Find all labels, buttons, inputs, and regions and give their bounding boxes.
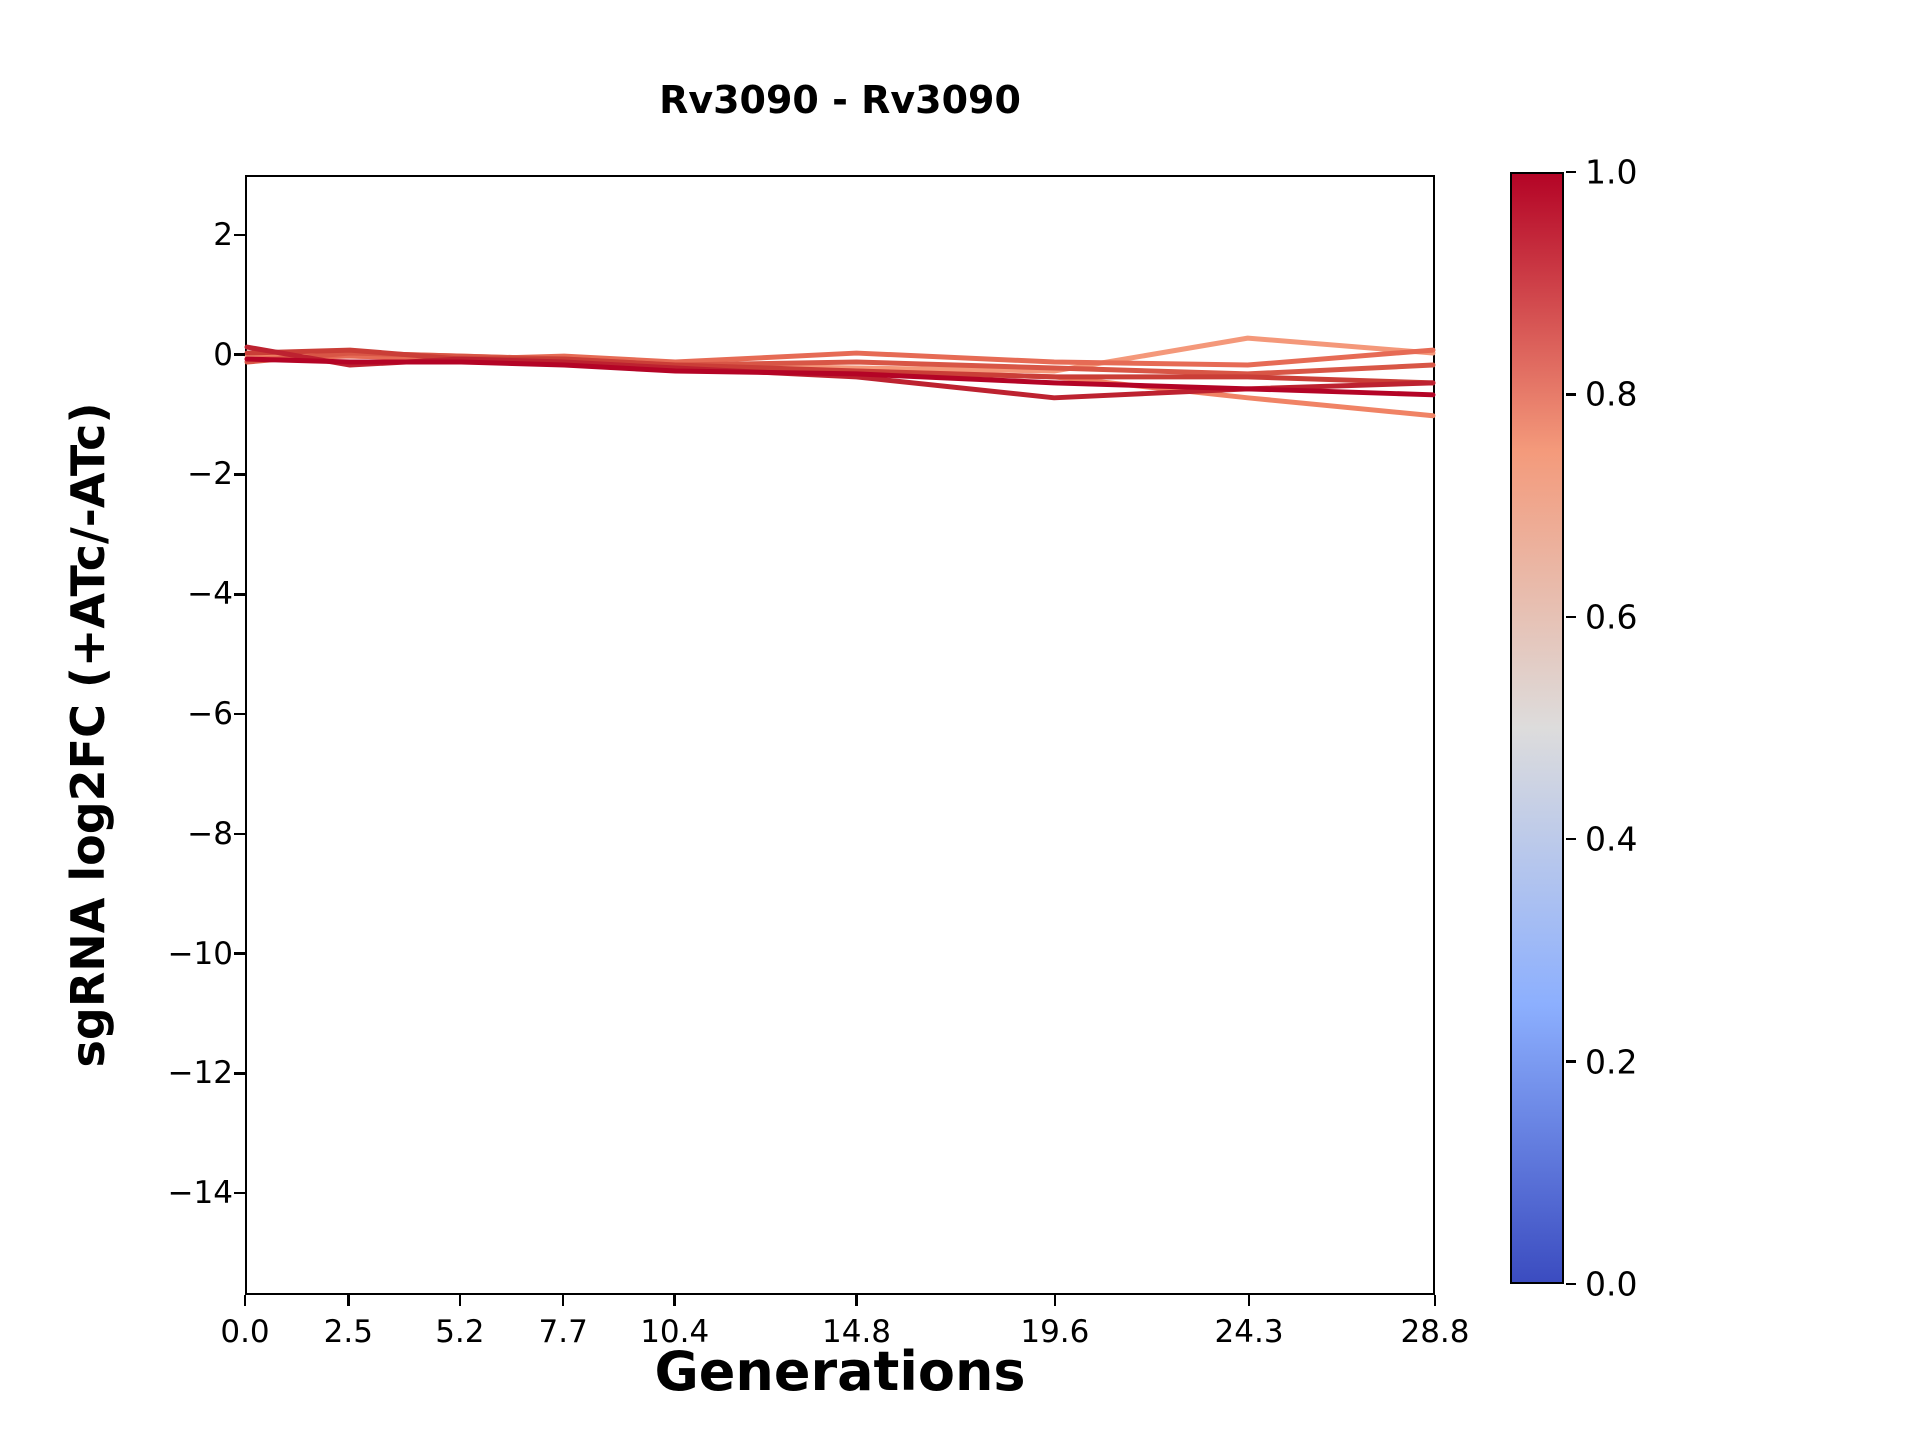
y-axis-label: sgRNA log2FC (+ATc/-ATc) <box>61 402 115 1068</box>
y-tick-label: −2 <box>187 456 233 493</box>
series-line-4 <box>244 347 1436 386</box>
x-tick-mark <box>855 1295 858 1306</box>
x-tick-label: 24.3 <box>1214 1314 1284 1350</box>
x-tick-label: 2.5 <box>323 1314 373 1350</box>
x-tick-label: 10.4 <box>640 1314 710 1350</box>
y-tick-mark <box>234 712 245 716</box>
y-tick-mark <box>234 1191 245 1195</box>
series-line-6 <box>244 356 1436 398</box>
colorbar-tick-mark <box>1566 837 1576 841</box>
colorbar-tick-label: 0.8 <box>1585 374 1638 414</box>
x-tick-mark <box>561 1295 565 1306</box>
colorbar-tick-mark <box>1566 1282 1576 1286</box>
x-tick-label: 19.6 <box>1020 1314 1090 1350</box>
colorbar-tick-label: 0.6 <box>1585 597 1638 637</box>
y-tick-label: −8 <box>187 815 233 852</box>
y-tick-label: −4 <box>187 576 233 613</box>
y-tick-label: −14 <box>167 1175 233 1212</box>
x-tick-label: 5.2 <box>435 1314 485 1350</box>
colorbar <box>1510 172 1564 1284</box>
y-tick-label: 0 <box>213 336 233 373</box>
y-tick-mark <box>234 952 245 955</box>
colorbar-tick-mark <box>1566 1060 1576 1063</box>
y-tick-mark <box>234 832 245 836</box>
y-tick-mark <box>234 233 245 237</box>
x-tick-mark <box>1247 1295 1251 1306</box>
colorbar-tick-mark <box>1566 393 1576 396</box>
x-tick-mark <box>458 1295 462 1306</box>
x-tick-label: 7.7 <box>538 1314 588 1350</box>
colorbar-tick-label: 0.4 <box>1585 819 1638 859</box>
colorbar-tick-mark <box>1566 170 1576 174</box>
y-tick-label: −12 <box>167 1055 233 1092</box>
x-tick-label: 28.8 <box>1400 1314 1470 1350</box>
y-tick-label: 2 <box>213 216 233 253</box>
y-tick-label: −6 <box>187 696 233 733</box>
y-tick-mark <box>234 473 245 476</box>
colorbar-tick-mark <box>1566 615 1576 619</box>
y-tick-label: −10 <box>167 935 233 972</box>
x-tick-mark <box>1433 1295 1437 1306</box>
x-tick-mark <box>243 1295 247 1306</box>
y-tick-mark <box>234 593 245 596</box>
x-tick-mark <box>347 1295 350 1306</box>
colorbar-tick-label: 0.2 <box>1585 1042 1638 1082</box>
y-tick-mark <box>234 353 245 356</box>
series-lines-canvas <box>244 335 1436 419</box>
x-axis-label: Generations <box>654 1340 1026 1403</box>
x-tick-mark <box>673 1295 676 1306</box>
x-tick-label: 0.0 <box>220 1314 270 1350</box>
series-line-2 <box>244 347 1436 368</box>
plot-area <box>244 175 1436 1295</box>
x-tick-mark <box>1053 1295 1057 1306</box>
x-tick-label: 14.8 <box>822 1314 892 1350</box>
chart-title: Rv3090 - Rv3090 <box>659 78 1021 122</box>
colorbar-tick-label: 0.0 <box>1585 1264 1638 1304</box>
y-tick-mark <box>234 1072 245 1075</box>
colorbar-tick-label: 1.0 <box>1585 152 1638 192</box>
